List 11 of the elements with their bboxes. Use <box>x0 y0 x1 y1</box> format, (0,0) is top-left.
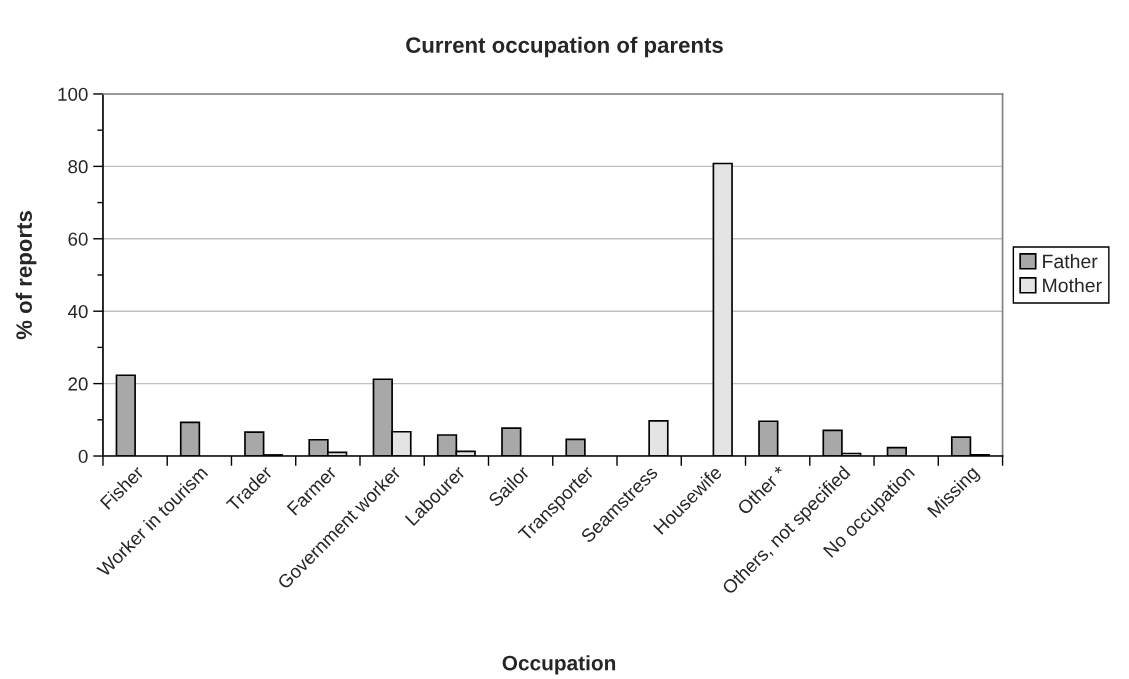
x-axis-title: Occupation <box>502 655 616 675</box>
chart-title: Current occupation of parents <box>406 36 723 58</box>
legend-label: Mother <box>1043 278 1102 293</box>
y-tick-label: 100 <box>58 87 88 101</box>
y-axis-title: % of reports <box>15 211 37 340</box>
y-tick-label: 60 <box>68 232 88 246</box>
y-tick-label: 40 <box>67 304 88 319</box>
y-tick-label: 0 <box>78 449 88 463</box>
legend-label: Father <box>1043 253 1098 269</box>
y-tick-label: 20 <box>68 377 88 391</box>
y-tick-label: 80 <box>68 160 88 174</box>
